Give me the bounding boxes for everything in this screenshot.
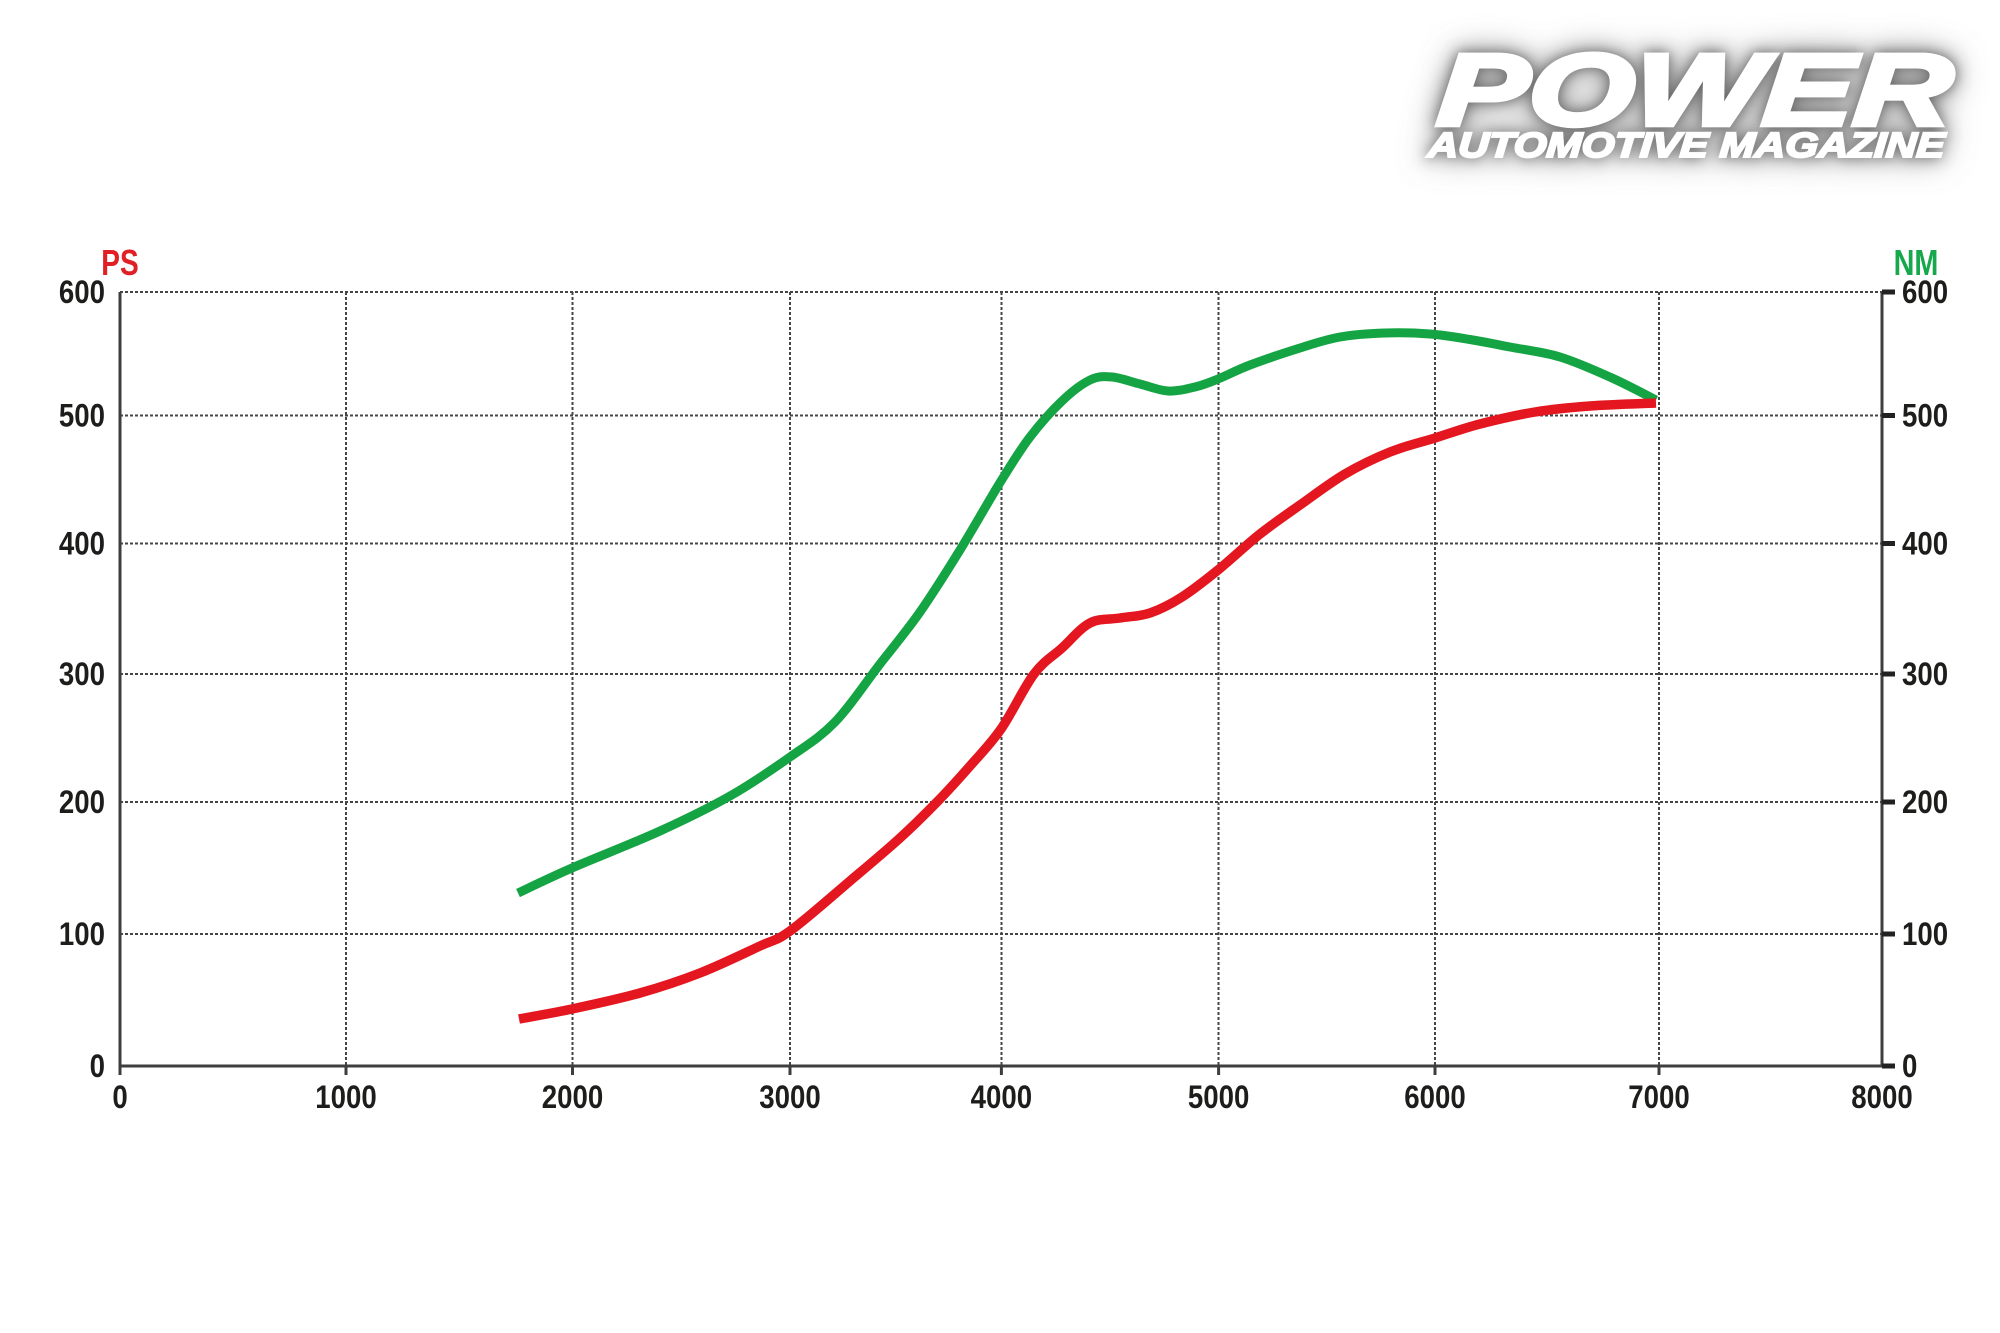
- svg-text:200: 200: [1902, 785, 1948, 821]
- svg-text:NM: NM: [1894, 242, 1939, 283]
- svg-text:400: 400: [59, 526, 105, 562]
- svg-text:PS: PS: [101, 243, 138, 283]
- svg-text:100: 100: [59, 917, 105, 953]
- svg-text:600: 600: [59, 275, 105, 311]
- svg-text:500: 500: [59, 398, 105, 434]
- svg-text:0: 0: [90, 1049, 105, 1085]
- svg-text:300: 300: [59, 657, 105, 693]
- svg-text:2000: 2000: [542, 1080, 603, 1116]
- svg-text:AUTOMOTIVE MAGAZINE: AUTOMOTIVE MAGAZINE: [1426, 126, 1948, 165]
- svg-text:600: 600: [1902, 275, 1948, 311]
- svg-text:400: 400: [1902, 526, 1948, 562]
- svg-text:200: 200: [59, 785, 105, 821]
- svg-text:4000: 4000: [971, 1080, 1032, 1116]
- svg-text:5000: 5000: [1188, 1080, 1249, 1116]
- svg-text:300: 300: [1902, 657, 1948, 693]
- svg-text:100: 100: [1902, 917, 1948, 953]
- svg-text:7000: 7000: [1628, 1080, 1689, 1116]
- svg-text:POWER: POWER: [1434, 33, 1956, 147]
- svg-text:0: 0: [112, 1080, 127, 1116]
- svg-text:6000: 6000: [1404, 1080, 1465, 1116]
- svg-text:8000: 8000: [1851, 1080, 1912, 1116]
- svg-text:3000: 3000: [759, 1080, 820, 1116]
- svg-text:1000: 1000: [315, 1080, 376, 1116]
- svg-text:500: 500: [1902, 398, 1948, 434]
- svg-text:0: 0: [1902, 1049, 1917, 1085]
